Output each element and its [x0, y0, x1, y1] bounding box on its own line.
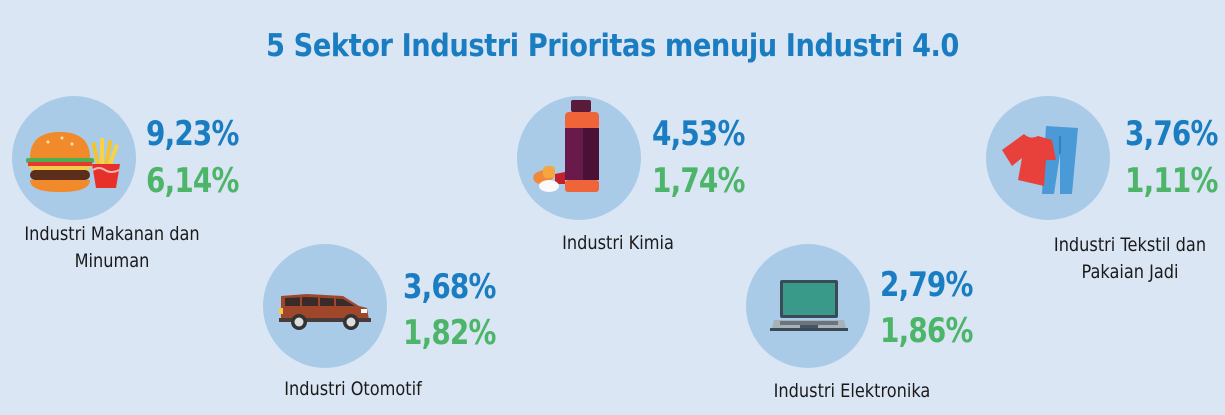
icon-circle: [263, 244, 387, 368]
growth-value-primary: 3,68%: [403, 267, 496, 307]
growth-value-primary: 9,23%: [146, 114, 239, 154]
chemical-bottle-pills-icon: [533, 100, 599, 192]
page-title: 5 Sektor Industri Prioritas menuju Indus…: [266, 28, 959, 64]
growth-value-primary: 4,53%: [652, 114, 745, 154]
sector-label: Industri Tekstil dan Pakaian Jadi: [1053, 234, 1207, 283]
burger-fries-icon: [26, 132, 120, 192]
sector-label: Industri Makanan dan Minuman: [24, 223, 200, 272]
growth-value-primary: 2,79%: [880, 265, 973, 305]
growth-value-secondary: 6,14%: [146, 161, 239, 201]
laptop-icon: [770, 280, 848, 331]
sector-label: Industri Otomotif: [284, 378, 422, 400]
car-icon: [279, 294, 371, 330]
icon-circle: [12, 96, 136, 220]
growth-value-secondary: 1,74%: [652, 161, 745, 201]
growth-value-secondary: 1,86%: [880, 311, 973, 351]
icon-circle: [746, 244, 870, 368]
icon-circle: [986, 96, 1110, 220]
growth-value-primary: 3,76%: [1125, 114, 1218, 154]
growth-value-secondary: 1,82%: [403, 313, 496, 353]
icon-circle: [517, 96, 641, 220]
growth-value-secondary: 1,11%: [1125, 161, 1218, 201]
shirt-pants-icon: [1002, 126, 1078, 194]
sector-label: Industri Elektronika: [773, 380, 931, 402]
sector-label: Industri Kimia: [562, 232, 674, 254]
